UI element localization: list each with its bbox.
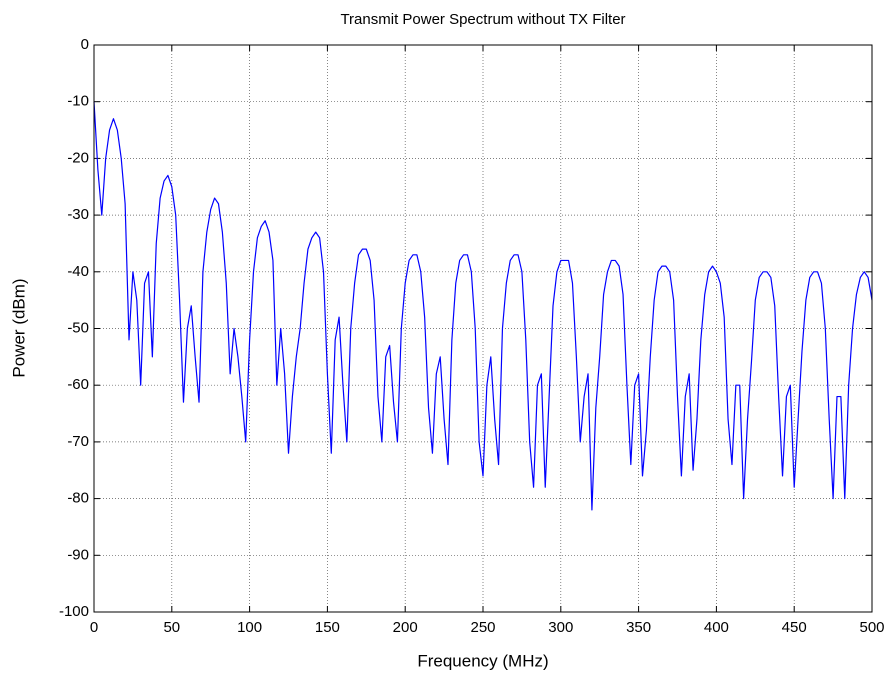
x-tick-label: 300: [548, 619, 573, 636]
x-tick-label: 50: [163, 619, 180, 636]
y-tick-label: -90: [67, 546, 89, 563]
x-axis-label: Frequency (MHz): [417, 651, 548, 670]
y-tick-label: -40: [67, 263, 89, 280]
y-tick-label: -10: [67, 93, 89, 110]
y-tick-label: -100: [59, 603, 89, 620]
y-axis-label: Power (dBm): [9, 278, 28, 377]
y-tick-label: -70: [67, 433, 89, 450]
y-tick-label: -30: [67, 206, 89, 223]
y-tick-label: -60: [67, 376, 89, 393]
y-tick-label: 0: [81, 36, 89, 53]
x-tick-label: 250: [470, 619, 495, 636]
x-tick-label: 450: [782, 619, 807, 636]
line: [93, 101, 873, 511]
x-tick-label: 350: [626, 619, 651, 636]
plot-frame: [93, 44, 873, 613]
x-tick-label: 0: [90, 619, 98, 636]
y-tick-label: -80: [67, 490, 89, 507]
x-tick-label: 400: [704, 619, 729, 636]
x-tick-label: 500: [859, 619, 884, 636]
y-tick-label: -20: [67, 149, 89, 166]
x-tick-label: 150: [315, 619, 340, 636]
x-tick-label: 100: [237, 619, 262, 636]
y-tick-label: -50: [67, 319, 89, 336]
chart-title: Transmit Power Spectrum without TX Filte…: [340, 11, 625, 28]
x-tick-label: 200: [393, 619, 418, 636]
